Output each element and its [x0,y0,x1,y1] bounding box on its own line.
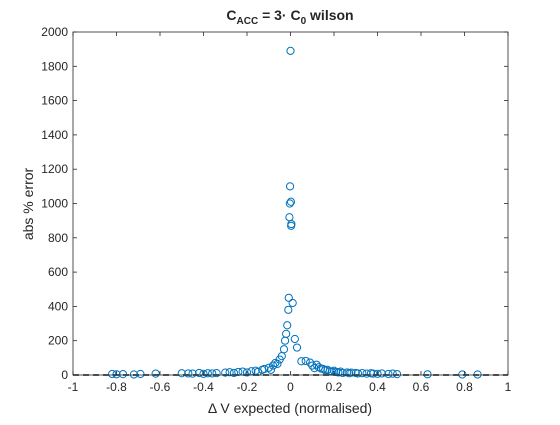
x-tick-label: 0.8 [456,380,473,394]
x-tick-label: -0.6 [150,380,171,394]
data-point [269,361,278,370]
data-point [369,369,378,378]
title-main: C [226,7,236,23]
title-subscript-0: 0 [301,16,307,27]
data-point [234,367,243,377]
data-point [225,368,234,377]
data-point [112,370,121,379]
data-point [118,370,128,379]
data-point [286,197,296,206]
data-point [264,363,273,372]
y-tick-label: 0 [61,368,68,382]
data-point [297,357,306,366]
y-tick-label: 1000 [41,197,68,211]
data-point [279,345,289,354]
data-point [221,368,230,377]
y-tick-label: 800 [48,231,68,245]
y-tick-label: 600 [48,265,68,279]
x-tick-label: -1 [68,380,79,394]
y-tick-label: 200 [48,334,68,348]
data-point [136,369,145,379]
data-point [388,369,397,378]
data-point [108,369,117,379]
data-point [208,369,217,378]
x-tick-label: 0.6 [413,380,430,394]
data-point [266,365,276,374]
data-point [373,369,382,378]
data-point [229,368,239,378]
data-point [323,365,332,374]
data-point [392,370,402,379]
data-point [353,369,363,378]
data-point [203,369,212,378]
data-point [129,370,138,379]
y-tick-label: 2000 [41,25,68,39]
data-point [253,367,262,377]
data-point [384,369,393,379]
data-point [285,199,294,208]
chart-title: CACC = 3· C0 wilson [226,7,353,27]
data-point [377,369,386,378]
x-tick-label: 1 [505,380,512,394]
plot-background [73,32,508,375]
x-tick-label: -0.4 [193,380,214,394]
data-point [285,182,295,191]
data-point [260,364,269,374]
x-axis-ticks: -1 -0.8 -0.6 -0.4 -0.2 0 0.2 0.4 0.6 0.8 1 [68,32,512,394]
y-axis-label: abs % error [20,167,36,240]
data-point [151,369,160,378]
x-tick-label: 0.4 [369,380,386,394]
data-point [290,334,299,344]
data-point [284,293,293,302]
y-tick-label: 400 [48,299,68,313]
title-subscript-acc: ACC [237,16,259,27]
y-axis-ticks: 0 200 400 600 800 1000 1200 1400 1600 1800 2000 [41,25,508,382]
data-point [184,369,193,378]
data-point [188,369,197,378]
data-point [242,368,252,377]
data-point [362,369,371,378]
data-point [287,219,296,229]
data-point [286,46,295,55]
data-point [212,369,221,378]
x-tick-label: -0.2 [237,380,258,394]
data-point [284,305,293,314]
x-tick-label: -0.8 [106,380,127,394]
data-point [301,356,310,366]
y-tick-label: 1800 [41,59,68,73]
x-tick-label: 0 [287,380,294,394]
data-point [338,368,347,378]
data-point [283,321,292,330]
data-point [273,359,282,368]
data-point [473,370,482,379]
x-axis-label: Δ V expected (normalised) [208,400,372,416]
title-middle: = 3· C [258,7,300,23]
data-point [347,368,356,377]
x-tick-label: 0.2 [326,380,343,394]
y-tick-label: 1400 [41,128,68,142]
y-tick-label: 1600 [41,94,68,108]
data-point [282,329,291,338]
data-point [358,369,367,378]
data-point [292,343,302,352]
data-point [177,369,186,378]
data-point [458,370,467,379]
data-point [423,370,432,379]
data-point [251,366,260,375]
title-tail: wilson [306,7,353,23]
data-point [288,298,297,308]
data-point [195,368,204,378]
data-point [314,363,323,372]
data-point [199,369,208,378]
y-tick-label: 1200 [41,162,68,176]
